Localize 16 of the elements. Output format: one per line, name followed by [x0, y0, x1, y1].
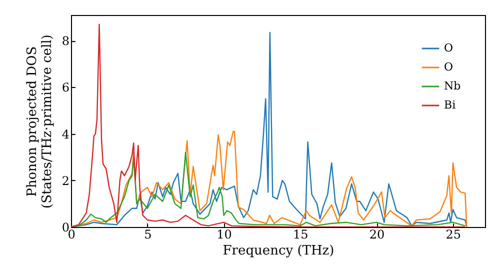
x-tick-label: 15: [293, 228, 308, 242]
y-tick-label: 8: [62, 34, 70, 48]
line-series: [71, 152, 466, 227]
y-tick-label: 4: [62, 127, 70, 142]
x-axis-title: Frequency (THz): [222, 244, 334, 258]
legend-label: O: [444, 42, 454, 54]
x-tick-label: 5: [144, 228, 152, 242]
y-tick-label: 2: [62, 174, 70, 188]
y-axis-title: Phonon projected DOS (States/THz·primitive cell): [24, 34, 55, 209]
y-tick-label: 6: [62, 80, 70, 95]
x-tick-label: 25: [446, 228, 462, 242]
legend-label: O: [444, 60, 454, 74]
legend-label: Bi: [444, 98, 456, 112]
x-tick-label: 20: [369, 228, 385, 242]
legend-label: Nb: [444, 80, 461, 92]
x-tick-label: 10: [216, 228, 232, 242]
